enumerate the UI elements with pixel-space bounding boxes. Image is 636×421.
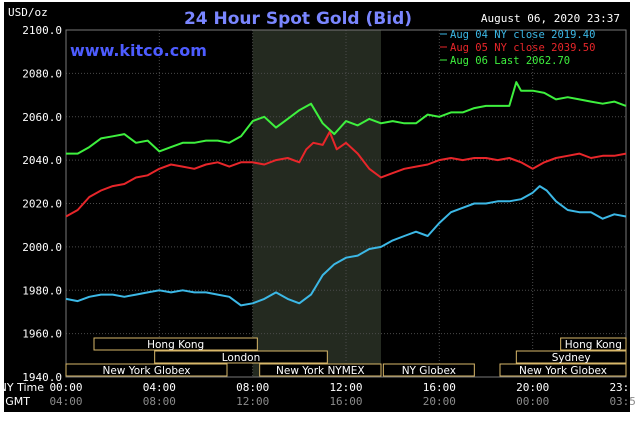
x-tick-label-gmt: 03:59 [609,395,636,408]
market-session-label: NY Globex [402,365,456,377]
y-tick-label: 1940.0 [22,371,62,384]
watermark-url: www.kitco.com [70,41,207,60]
x-tick-label-ny: 16:00 [423,381,456,394]
market-session-bar [259,363,382,377]
market-session-bar [93,337,258,351]
gmt-row-title: GMT [5,395,30,408]
x-tick-label-ny: 20:00 [516,381,549,394]
market-session-bar [560,337,627,351]
y-tick-label: 2080.0 [22,67,62,80]
series-line-1 [65,185,627,307]
market-session-label: Sydney [552,352,591,364]
market-session-bar [65,363,228,377]
market-session-bar [154,350,328,364]
y-tick-label: 2040.0 [22,154,62,167]
legend-entry: Aug 04 NY close 2019.40 [450,29,595,41]
market-session-label: Hong Kong [147,339,204,351]
x-tick-label-gmt: 16:00 [329,395,362,408]
y-axis-unit-label: USD/oz [8,6,48,19]
chart-title: 24 Hour Spot Gold (Bid) [184,9,412,29]
market-session-label: New York Globex [102,365,190,377]
x-tick-label-ny: 08:00 [236,381,269,394]
plot-border [65,29,627,378]
x-tick-label-gmt: 00:00 [516,395,549,408]
market-session-label: London [222,352,261,364]
x-tick-label-ny: 04:00 [143,381,176,394]
market-session-bar [382,363,475,377]
x-tick-label-ny: 23:59 [609,381,636,394]
timestamp: August 06, 2020 23:37 [481,12,620,25]
series-line-3 [66,81,627,155]
market-session-label: Hong Kong [565,339,622,351]
ny-time-row-title: NY Time [0,381,44,394]
y-tick-label: 2100.0 [22,24,62,37]
x-tick-label-ny: 12:00 [329,381,362,394]
x-tick-label-gmt: 08:00 [143,395,176,408]
series-line-2 [65,130,627,218]
y-tick-label: 1960.0 [22,328,62,341]
x-tick-label-gmt: 04:00 [49,395,82,408]
shaded-session-band [252,30,381,377]
market-session-label: New York Globex [519,365,607,377]
legend-entry: Aug 05 NY close 2039.50 [450,42,595,54]
x-tick-label-gmt: 12:00 [236,395,269,408]
y-tick-label: 1980.0 [22,284,62,297]
x-tick-label-ny: 00:00 [49,381,82,394]
y-tick-label: 2000.0 [22,241,62,254]
market-session-bar [499,363,627,377]
legend-entry: Aug 06 Last 2062.70 [450,55,570,67]
y-tick-label: 2020.0 [22,198,62,211]
market-session-label: New York NYMEX [276,365,365,377]
x-tick-label-gmt: 20:00 [423,395,456,408]
market-session-bar [515,350,627,364]
y-tick-label: 2060.0 [22,111,62,124]
